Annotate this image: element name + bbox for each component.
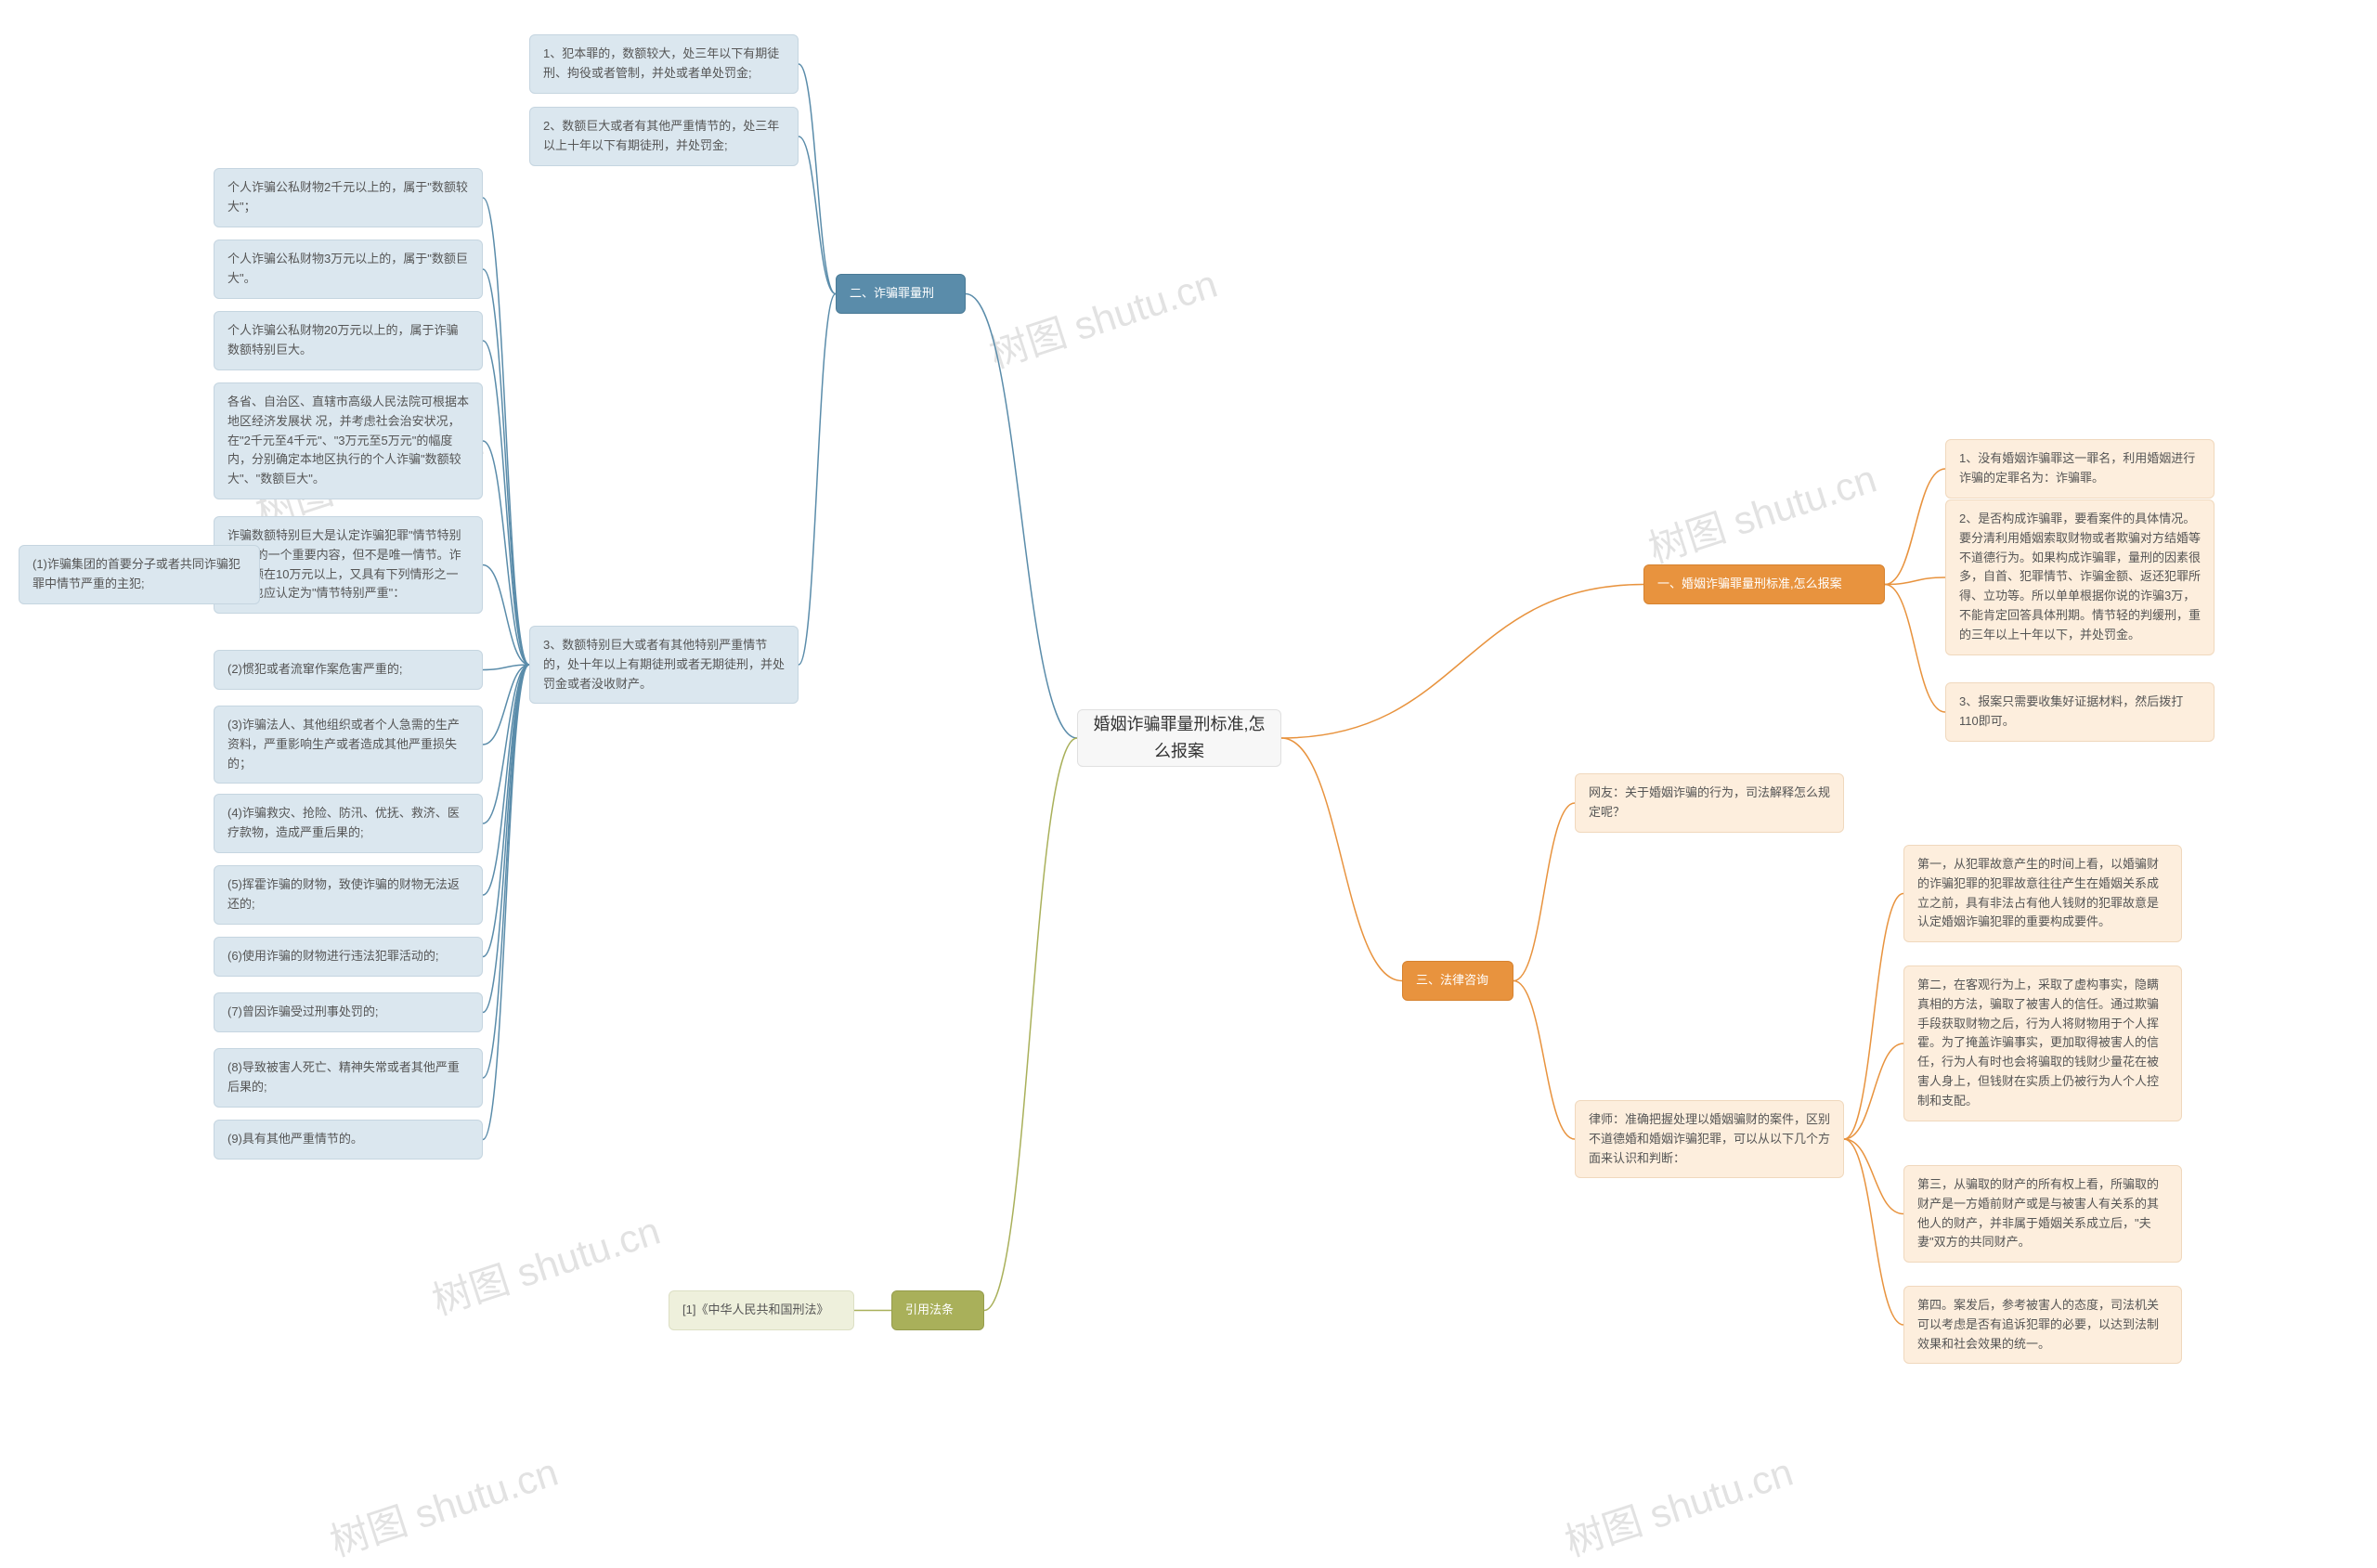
leaf-text: (9)具有其他严重情节的。 [227,1130,363,1149]
branch-2-sub: (3)诈骗法人、其他组织或者个人急需的生产资料，严重影响生产或者造成其他严重损失… [214,706,483,784]
branch-1-leaf: 2、是否构成诈骗罪，要看案件的具体情况。要分清利用婚姻索取财物或者欺骗对方结婚等… [1945,499,2215,655]
leaf-text: 第三，从骗取的财产的所有权上看，所骗取的财产是一方婚前财产或是与被害人有关系的其… [1917,1175,2168,1252]
branch-2-sub: 个人诈骗公私财物20万元以上的，属于诈骗数额特别巨大。 [214,311,483,370]
branch-1-leaf: 3、报案只需要收集好证据材料，然后拨打110即可。 [1945,682,2215,742]
branch-2-sub: (8)导致被害人死亡、精神失常或者其他严重后果的; [214,1048,483,1108]
leaf-text: 律师：准确把握处理以婚姻骗财的案件，区别不道德婚和婚姻诈骗犯罪，可以从以下几个方… [1589,1110,1830,1168]
watermark: 树图 shutu.cn [322,1441,565,1568]
leaf-text: 1、犯本罪的，数额较大，处三年以下有期徒刑、拘役或者管制，并处或者单处罚金; [543,45,785,84]
branch-3-label: 三、法律咨询 [1416,971,1488,991]
leaf-text: 第一，从犯罪故意产生的时间上看，以婚骗财的诈骗犯罪的犯罪故意往往产生在婚姻关系成… [1917,855,2168,932]
leaf-text: 2、数额巨大或者有其他严重情节的，处三年以上十年以下有期徒刑，并处罚金; [543,117,785,156]
watermark: 树图 shutu.cn [1557,1441,1799,1568]
branch-1-label: 一、婚姻诈骗罪量刑标准,怎么报案 [1657,575,1842,594]
branch-2-leaf: 2、数额巨大或者有其他严重情节的，处三年以上十年以下有期徒刑，并处罚金; [529,107,799,166]
root-label: 婚姻诈骗罪量刑标准,怎么报案 [1091,711,1267,765]
watermark: 树图 shutu.cn [1641,447,1883,575]
leaf-text: (1)诈骗集团的首要分子或者共同诈骗犯罪中情节严重的主犯; [32,555,246,594]
branch-3: 三、法律咨询 [1402,961,1513,1001]
branch-1-leaf: 1、没有婚姻诈骗罪这一罪名，利用婚姻进行诈骗的定罪名为：诈骗罪。 [1945,439,2215,499]
leaf-text: 第二，在客观行为上，采取了虚构事实，隐瞒真相的方法，骗取了被害人的信任。通过欺骗… [1917,976,2168,1111]
branch-3-leaf: 网友：关于婚姻诈骗的行为，司法解释怎么规定呢？ [1575,773,1844,833]
branch-2-sub-extra: (1)诈骗集团的首要分子或者共同诈骗犯罪中情节严重的主犯; [19,545,260,604]
leaf-text: 1、没有婚姻诈骗罪这一罪名，利用婚姻进行诈骗的定罪名为：诈骗罪。 [1959,449,2201,488]
leaf-text: 网友：关于婚姻诈骗的行为，司法解释怎么规定呢？ [1589,784,1830,823]
branch-3-sub: 第一，从犯罪故意产生的时间上看，以婚骗财的诈骗犯罪的犯罪故意往往产生在婚姻关系成… [1903,845,2182,942]
branch-3-sub: 第三，从骗取的财产的所有权上看，所骗取的财产是一方婚前财产或是与被害人有关系的其… [1903,1165,2182,1263]
leaf-text: (8)导致被害人死亡、精神失常或者其他严重后果的; [227,1058,469,1097]
branch-4-leaf: [1]《中华人民共和国刑法》 [669,1290,854,1330]
leaf-text: 3、报案只需要收集好证据材料，然后拨打110即可。 [1959,693,2201,732]
branch-4-label: 引用法条 [905,1301,954,1320]
branch-4: 引用法条 [891,1290,984,1330]
leaf-text: 2、是否构成诈骗罪，要看案件的具体情况。要分清利用婚姻索取财物或者欺骗对方结婚等… [1959,510,2201,645]
branch-2-sub: 各省、自治区、直辖市高级人民法院可根据本地区经济发展状 况，并考虑社会治安状况，… [214,382,483,499]
leaf-text: 各省、自治区、直辖市高级人民法院可根据本地区经济发展状 况，并考虑社会治安状况，… [227,393,469,489]
root-node: 婚姻诈骗罪量刑标准,怎么报案 [1077,709,1281,767]
leaf-text: 个人诈骗公私财物20万元以上的，属于诈骗数额特别巨大。 [227,321,469,360]
leaf-text: 第四。案发后，参考被害人的态度，司法机关可以考虑是否有追诉犯罪的必要，以达到法制… [1917,1296,2168,1354]
leaf-text: [1]《中华人民共和国刑法》 [682,1301,828,1320]
branch-3-sub: 第二，在客观行为上，采取了虚构事实，隐瞒真相的方法，骗取了被害人的信任。通过欺骗… [1903,965,2182,1121]
leaf-text: 个人诈骗公私财物3万元以上的，属于"数额巨大"。 [227,250,469,289]
branch-3-sub: 第四。案发后，参考被害人的态度，司法机关可以考虑是否有追诉犯罪的必要，以达到法制… [1903,1286,2182,1364]
branch-2-sub: 个人诈骗公私财物3万元以上的，属于"数额巨大"。 [214,240,483,299]
branch-2-sub: (4)诈骗救灾、抢险、防汛、优抚、救济、医疗款物，造成严重后果的; [214,794,483,853]
leaf-text: (2)惯犯或者流窜作案危害严重的; [227,660,403,680]
leaf-text: 诈骗数额特别巨大是认定诈骗犯罪"情节特别严重"的一个重要内容，但不是唯一情节。诈… [227,526,469,603]
branch-2-sub: (5)挥霍诈骗的财物，致使诈骗的财物无法返还的; [214,865,483,925]
branch-2-sub: (6)使用诈骗的财物进行违法犯罪活动的; [214,937,483,977]
leaf-text: (7)曾因诈骗受过刑事处罚的; [227,1003,379,1022]
branch-3-leaf: 律师：准确把握处理以婚姻骗财的案件，区别不道德婚和婚姻诈骗犯罪，可以从以下几个方… [1575,1100,1844,1178]
leaf-text: 个人诈骗公私财物2千元以上的，属于"数额较大"； [227,178,469,217]
branch-2-sub: 个人诈骗公私财物2千元以上的，属于"数额较大"； [214,168,483,227]
branch-2-sub: (2)惯犯或者流窜作案危害严重的; [214,650,483,690]
leaf-text: (4)诈骗救灾、抢险、防汛、优抚、救济、医疗款物，造成严重后果的; [227,804,469,843]
watermark: 树图 shutu.cn [981,253,1224,380]
leaf-text: (3)诈骗法人、其他组织或者个人急需的生产资料，严重影响生产或者造成其他严重损失… [227,716,469,773]
watermark: 树图 shutu.cn [424,1199,667,1327]
leaf-text: 3、数额特别巨大或者有其他特别严重情节的，处十年以上有期徒刑或者无期徒刑，并处罚… [543,636,785,693]
branch-2-label: 二、诈骗罪量刑 [850,284,934,304]
branch-2: 二、诈骗罪量刑 [836,274,966,314]
branch-1: 一、婚姻诈骗罪量刑标准,怎么报案 [1643,564,1885,604]
leaf-text: (6)使用诈骗的财物进行违法犯罪活动的; [227,947,439,966]
leaf-text: (5)挥霍诈骗的财物，致使诈骗的财物无法返还的; [227,875,469,914]
branch-2-sub: (7)曾因诈骗受过刑事处罚的; [214,992,483,1032]
branch-2-sub: (9)具有其他严重情节的。 [214,1120,483,1160]
branch-2-leaf: 1、犯本罪的，数额较大，处三年以下有期徒刑、拘役或者管制，并处或者单处罚金; [529,34,799,94]
branch-2-leaf: 3、数额特别巨大或者有其他特别严重情节的，处十年以上有期徒刑或者无期徒刑，并处罚… [529,626,799,704]
